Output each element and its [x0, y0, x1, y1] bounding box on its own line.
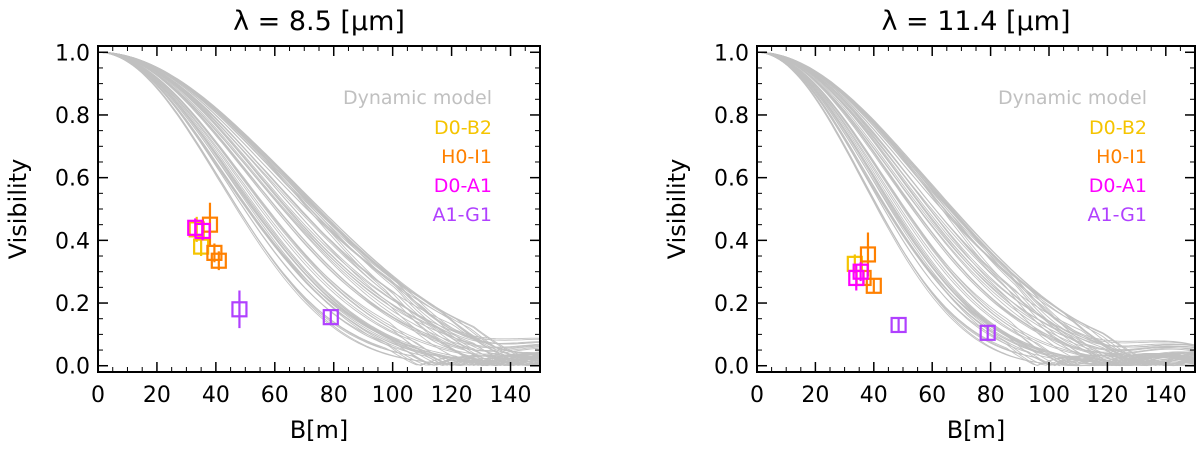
model-curve: [757, 51, 1195, 367]
y-tick-label: 0.6: [55, 167, 90, 192]
model-curve: [98, 51, 540, 364]
legend-entry: A1-G1: [433, 204, 492, 226]
data-point: [979, 324, 996, 341]
data-point: [194, 222, 211, 240]
legend-entry: D0-B2: [1089, 117, 1147, 139]
y-tick-label: 0.8: [55, 104, 90, 129]
model-curve: [757, 51, 1195, 366]
panel-1: 0 20 40 60 80 100 120 140 0.0 0.2 0.4 0.6 0.8 1.0 λ = …: [4, 6, 541, 444]
model-curve: [98, 51, 540, 354]
legend-entry: D0-B2: [434, 117, 492, 139]
model-curves: [757, 51, 1195, 367]
y-tick-label: 0.0: [55, 355, 90, 380]
legend-entry: A1-G1: [1088, 204, 1147, 226]
model-curve: [98, 51, 540, 344]
x-tick-label: 100: [1028, 383, 1070, 408]
model-curve: [98, 51, 540, 366]
model-curve: [98, 51, 540, 366]
legend: Dynamic model D0-B2 H0-I1 D0-A1 A1-G1: [343, 87, 492, 226]
data-point: [322, 309, 339, 326]
model-curves: [98, 51, 540, 367]
legend-entry: H0-I1: [441, 146, 492, 168]
y-tick-label: 1.0: [714, 41, 749, 66]
model-curve: [757, 51, 1195, 366]
y-tick-label: 0.4: [55, 229, 90, 254]
model-curve: [757, 51, 1195, 367]
model-curve: [98, 51, 540, 366]
x-tick-label: 140: [1145, 383, 1187, 408]
data-point: [859, 246, 877, 263]
x-tick-label: 20: [143, 383, 171, 408]
data-point: [210, 252, 227, 269]
chart-title: λ = 11.4 [μm]: [881, 6, 1070, 37]
model-curve: [98, 51, 540, 366]
data-point: [852, 263, 869, 280]
legend-entry: H0-I1: [1096, 146, 1147, 168]
model-curve: [757, 51, 1195, 366]
x-axis-label: B[m]: [947, 416, 1006, 444]
x-tick-label: 40: [860, 383, 888, 408]
y-tick-label: 0.2: [55, 292, 90, 317]
model-curve: [98, 51, 540, 367]
y-tick-label: 0.0: [714, 355, 749, 380]
x-axis-label: B[m]: [290, 416, 349, 444]
x-tick-label: 100: [372, 383, 414, 408]
x-tick-label: 140: [490, 383, 532, 408]
x-tick-label: 60: [261, 383, 289, 408]
x-tick-label: 120: [431, 383, 473, 408]
y-tick-label: 1.0: [55, 41, 90, 66]
model-curve: [757, 51, 1195, 359]
model-curve: [98, 51, 540, 366]
model-curve: [98, 51, 540, 367]
legend: Dynamic model D0-B2 H0-I1 D0-A1 A1-G1: [998, 87, 1147, 226]
series-d0-a1: [848, 262, 869, 291]
data-point: [231, 301, 248, 318]
x-tick-label: 20: [801, 383, 829, 408]
y-axis-label: Visibility: [4, 159, 32, 260]
model-curve: [757, 51, 1195, 367]
y-tick-label: 0.8: [714, 104, 749, 129]
x-tick-label: 80: [977, 383, 1005, 408]
series-d0-b2: [188, 216, 210, 257]
panel-2: 0 20 40 60 80 100 120 140 0.0 0.2 0.4 0.6 0.8 1.0 λ = …: [663, 6, 1196, 444]
legend-entry: D0-A1: [434, 175, 492, 197]
series-a1-g1: [890, 316, 996, 341]
legend-entry-model: Dynamic model: [343, 87, 492, 109]
x-tick-label: 40: [202, 383, 230, 408]
series-a1-g1: [231, 290, 339, 329]
series-h0-i1: [201, 202, 227, 271]
series-d0-a1: [187, 218, 211, 241]
model-curve: [757, 51, 1195, 367]
x-tick-label: 120: [1086, 383, 1128, 408]
model-curve: [757, 51, 1195, 352]
model-curve: [98, 51, 540, 360]
x-tick-label: 60: [918, 383, 946, 408]
x-tick-label: 0: [91, 383, 105, 408]
model-curve: [98, 51, 540, 341]
x-tick-label: 0: [750, 383, 764, 408]
model-curve: [757, 51, 1195, 346]
y-tick-label: 0.2: [714, 292, 749, 317]
model-curve: [98, 51, 540, 349]
model-curve: [98, 51, 540, 366]
y-tick-label: 0.4: [714, 229, 749, 254]
y-tick-label: 0.6: [714, 167, 749, 192]
legend-entry-model: Dynamic model: [998, 87, 1147, 109]
model-curve: [757, 51, 1195, 367]
x-tick-label: 80: [320, 383, 348, 408]
chart-title: λ = 8.5 [μm]: [233, 6, 405, 37]
legend-entry: D0-A1: [1089, 175, 1147, 197]
model-curve: [757, 51, 1195, 366]
model-curve: [757, 51, 1195, 346]
model-curve: [98, 51, 540, 355]
data-point: [890, 316, 907, 334]
y-axis-label: Visibility: [663, 159, 691, 260]
